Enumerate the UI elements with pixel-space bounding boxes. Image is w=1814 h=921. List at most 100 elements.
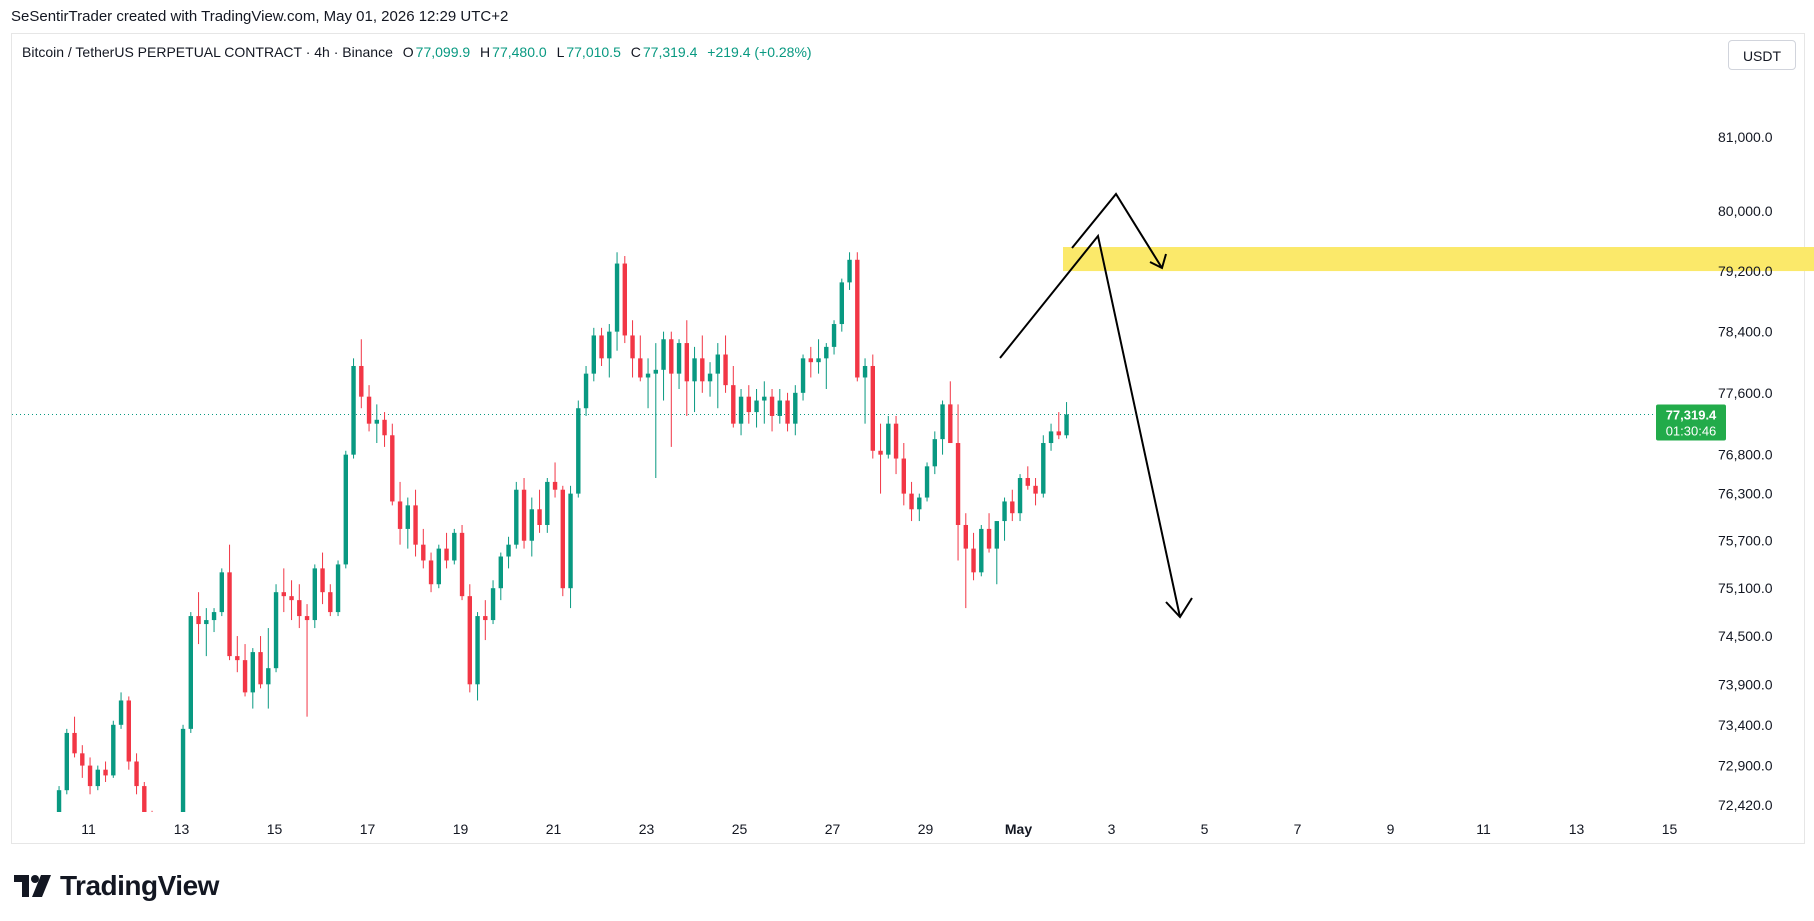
candle[interactable] <box>986 513 992 553</box>
candle[interactable] <box>537 489 542 533</box>
candle[interactable] <box>250 648 255 709</box>
candle[interactable] <box>878 423 883 494</box>
candle[interactable] <box>421 528 426 569</box>
candle[interactable] <box>816 339 821 374</box>
candle[interactable] <box>80 745 85 778</box>
candle[interactable] <box>893 415 899 475</box>
candle[interactable] <box>963 513 968 609</box>
candle[interactable] <box>390 423 395 506</box>
projection-path[interactable] <box>999 233 1181 618</box>
candle[interactable] <box>95 765 100 791</box>
candle[interactable] <box>111 720 116 778</box>
currency-button[interactable]: USDT <box>1728 40 1796 70</box>
candle[interactable] <box>855 252 860 382</box>
candle[interactable] <box>568 485 573 609</box>
candle[interactable] <box>320 552 325 605</box>
candle[interactable] <box>142 781 147 823</box>
candle[interactable] <box>452 528 457 565</box>
candle[interactable] <box>366 385 372 432</box>
candle[interactable] <box>901 443 906 506</box>
candle[interactable] <box>886 415 891 459</box>
candle[interactable] <box>576 400 581 498</box>
candle[interactable] <box>359 339 364 409</box>
candle[interactable] <box>684 320 689 416</box>
candle[interactable] <box>64 728 69 795</box>
candle[interactable] <box>304 604 310 717</box>
candle[interactable] <box>692 346 697 413</box>
candle[interactable] <box>994 521 999 585</box>
candle[interactable] <box>382 412 387 447</box>
candle[interactable] <box>607 324 612 378</box>
candle[interactable] <box>529 497 534 557</box>
resistance-zone[interactable] <box>1063 247 1814 272</box>
candle[interactable] <box>235 636 240 673</box>
candle[interactable] <box>1048 423 1054 451</box>
candle[interactable] <box>676 339 682 389</box>
candle[interactable] <box>847 252 852 290</box>
candle[interactable] <box>707 362 713 397</box>
candle[interactable] <box>769 388 775 432</box>
candle[interactable] <box>1041 435 1046 498</box>
candle[interactable] <box>979 524 984 577</box>
candle[interactable] <box>583 365 589 416</box>
candle[interactable] <box>436 544 441 589</box>
candle[interactable] <box>723 335 728 393</box>
candle[interactable] <box>413 489 418 557</box>
fakeout-path[interactable] <box>1071 192 1163 269</box>
candle[interactable] <box>204 608 209 657</box>
candle[interactable] <box>72 716 77 758</box>
candle[interactable] <box>638 335 643 382</box>
candle[interactable] <box>545 478 550 533</box>
candle[interactable] <box>932 431 937 475</box>
candle[interactable] <box>746 385 751 424</box>
candle[interactable] <box>971 532 976 581</box>
candle[interactable] <box>700 335 705 393</box>
candle[interactable] <box>630 320 635 378</box>
candle[interactable] <box>87 757 93 795</box>
candle[interactable] <box>196 592 201 645</box>
candle[interactable] <box>862 358 868 424</box>
candle[interactable] <box>1017 474 1023 522</box>
candle[interactable] <box>831 320 837 355</box>
candle[interactable] <box>762 381 767 424</box>
candle[interactable] <box>738 388 744 436</box>
candle[interactable] <box>188 612 193 733</box>
candle[interactable] <box>312 564 317 629</box>
candle[interactable] <box>1033 478 1038 506</box>
candle[interactable] <box>591 327 596 382</box>
candle[interactable] <box>909 481 914 522</box>
candle[interactable] <box>258 636 263 689</box>
candle[interactable] <box>1025 466 1030 490</box>
candle[interactable] <box>800 354 806 401</box>
candle[interactable] <box>754 388 759 428</box>
candle[interactable] <box>645 358 651 409</box>
candle[interactable] <box>521 478 527 549</box>
candle[interactable] <box>444 532 449 569</box>
tradingview-logo[interactable]: TradingView <box>14 870 219 902</box>
candle[interactable] <box>793 385 798 436</box>
candle[interactable] <box>839 278 844 332</box>
candle[interactable] <box>1010 489 1015 522</box>
candle[interactable] <box>459 524 465 601</box>
candle[interactable] <box>297 584 302 629</box>
candle[interactable] <box>289 580 294 621</box>
candle[interactable] <box>824 343 829 389</box>
candle[interactable] <box>211 608 217 633</box>
candle[interactable] <box>150 810 154 848</box>
candle[interactable] <box>281 568 286 613</box>
candle[interactable] <box>870 354 875 459</box>
candle[interactable] <box>351 358 356 459</box>
candle[interactable] <box>134 753 139 795</box>
symbol-title[interactable]: Bitcoin / TetherUS PERPETUAL CONTRACT · … <box>22 44 393 60</box>
candle[interactable] <box>917 493 922 522</box>
candle[interactable] <box>948 381 953 444</box>
candle[interactable] <box>552 462 558 498</box>
candle[interactable] <box>653 343 658 479</box>
candle[interactable] <box>924 462 930 502</box>
candle[interactable] <box>467 584 472 693</box>
candle[interactable] <box>428 552 434 593</box>
candle[interactable] <box>56 786 62 831</box>
candle[interactable] <box>219 568 224 617</box>
candle[interactable] <box>731 365 736 428</box>
